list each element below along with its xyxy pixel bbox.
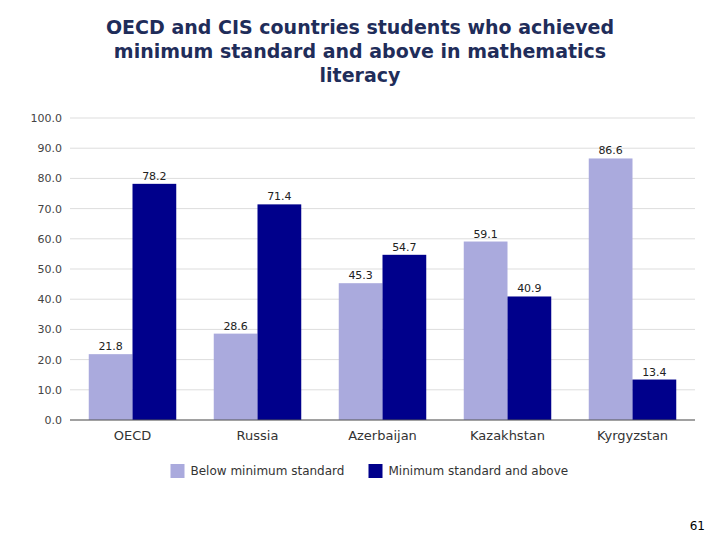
grid-line: [70, 420, 695, 421]
data-label: 28.6: [223, 320, 248, 333]
data-label: 78.2: [142, 170, 167, 183]
title-line: literacy: [320, 64, 401, 86]
data-label: 45.3: [348, 269, 373, 282]
bar: [339, 283, 383, 420]
data-label: 54.7: [392, 241, 417, 254]
data-label: 13.4: [642, 366, 667, 379]
y-tick-label: 70.0: [38, 203, 63, 216]
y-tick-label: 60.0: [38, 233, 63, 246]
y-tick-label: 80.0: [38, 172, 63, 185]
x-tick-label: Russia: [237, 428, 279, 443]
legend: Below minimum standard Minimum standard a…: [171, 464, 569, 478]
data-label: 86.6: [598, 144, 623, 157]
title-line: minimum standard and above in mathematic…: [114, 40, 606, 62]
x-axis-line: [70, 420, 695, 421]
title-line: OECD and CIS countries students who achi…: [106, 16, 614, 38]
page-number: 61: [690, 519, 705, 533]
x-tick-label: Kazakhstan: [470, 428, 545, 443]
data-label: 71.4: [267, 190, 292, 203]
bar: [464, 242, 508, 420]
title: OECD and CIS countries students who achi…: [106, 16, 614, 86]
legend-label: Below minimum standard: [191, 464, 345, 478]
bar: [89, 354, 133, 420]
x-tick-label: Kyrgyzstan: [597, 428, 668, 443]
x-axis: OECD Russia Azerbaijan Kazakhstan Kyrgyzstan: [70, 420, 695, 443]
bar: [214, 334, 258, 420]
y-tick-label: 100.0: [31, 112, 63, 125]
bar: [589, 158, 633, 420]
bar: [508, 296, 552, 420]
y-tick-label: 10.0: [38, 384, 63, 397]
y-tick-label: 20.0: [38, 354, 63, 367]
y-tick-label: 40.0: [38, 293, 63, 306]
bar: [633, 380, 677, 420]
y-tick-label: 50.0: [38, 263, 63, 276]
y-tick-label: 30.0: [38, 323, 63, 336]
bars: [89, 158, 677, 420]
legend-swatch: [369, 464, 383, 478]
bar: [133, 184, 177, 420]
y-tick-label: 0.0: [45, 414, 63, 427]
data-labels: 21.8 28.6 45.3 59.1 86.6 78.2 71.4 54.7 40.9 13.4: [98, 144, 666, 378]
chart: OECD and CIS countries students who achi…: [0, 0, 720, 540]
data-label: 40.9: [517, 282, 542, 295]
data-label: 21.8: [98, 340, 123, 353]
bar: [383, 255, 427, 420]
data-label: 59.1: [473, 228, 498, 241]
y-axis: 0.0 10.0 20.0 30.0 40.0 50.0 60.0 70.0 80.0 90.0 1…: [31, 112, 696, 427]
bar: [258, 204, 302, 420]
legend-label: Minimum standard and above: [389, 464, 569, 478]
legend-swatch: [171, 464, 185, 478]
y-tick-label: 90.0: [38, 142, 63, 155]
x-tick-label: Azerbaijan: [348, 428, 417, 443]
x-tick-label: OECD: [114, 428, 152, 443]
grid-line: [70, 118, 695, 119]
